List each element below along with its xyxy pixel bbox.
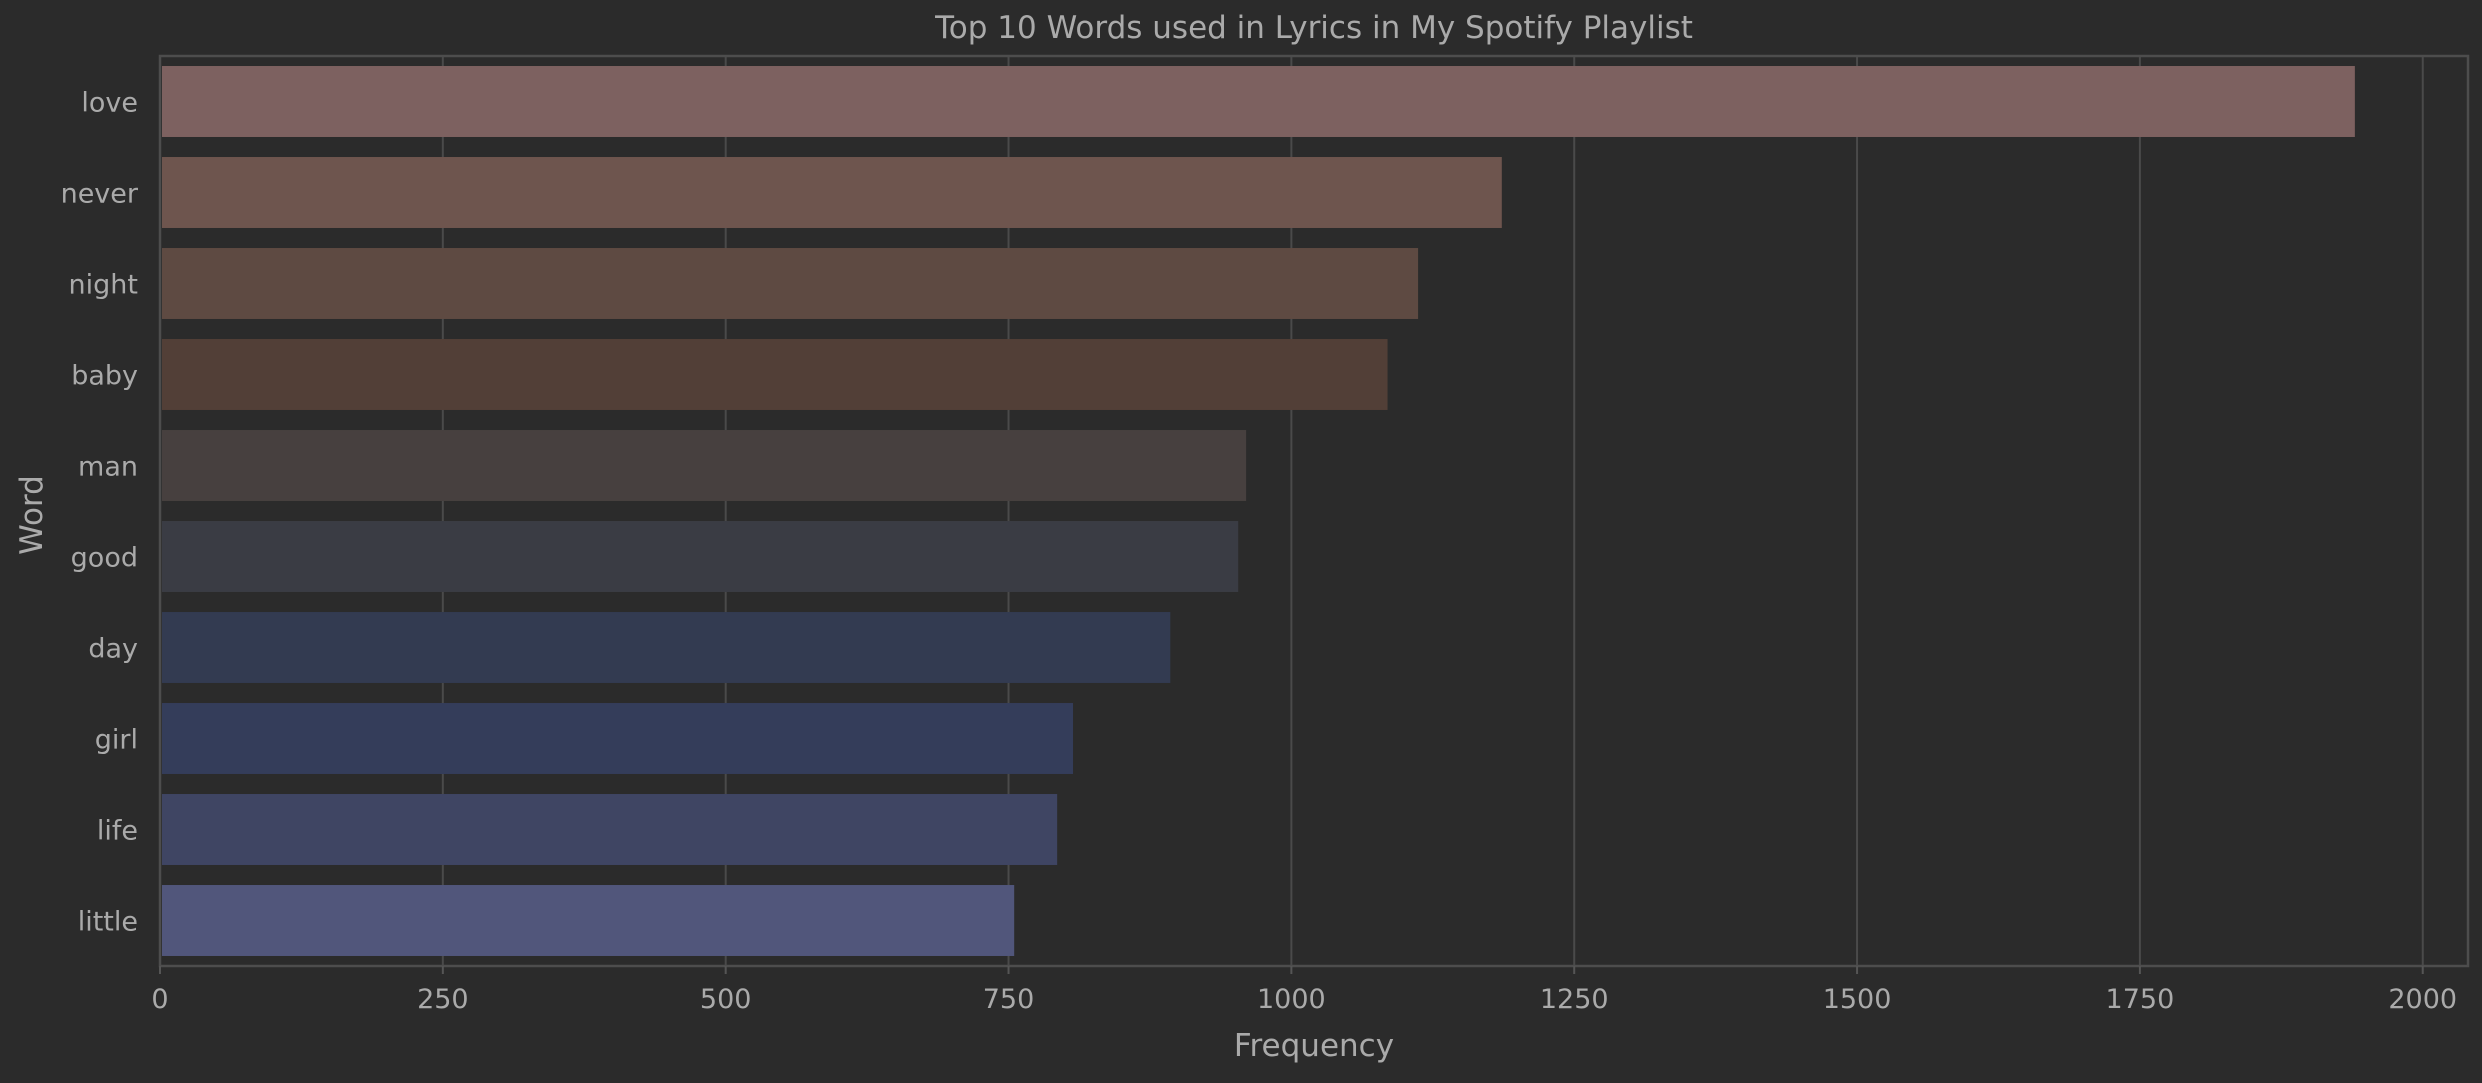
y-tick-label: baby	[71, 361, 138, 392]
y-tick-label: day	[88, 634, 138, 665]
chart-title: Top 10 Words used in Lyrics in My Spotif…	[934, 10, 1693, 46]
y-tick-label: love	[81, 88, 138, 119]
bar-day	[162, 612, 1171, 683]
x-tick-label: 500	[700, 984, 752, 1015]
bar-good	[162, 521, 1239, 592]
bar-girl	[162, 703, 1074, 774]
bar-night	[162, 248, 1419, 319]
x-axis-label: Frequency	[1234, 1028, 1394, 1064]
x-tick-label: 1000	[1257, 984, 1326, 1015]
bars	[162, 66, 2355, 956]
y-tick-label: never	[61, 179, 139, 210]
x-tick-label: 0	[151, 984, 168, 1015]
y-tick-label: life	[97, 816, 138, 847]
y-tick-label: man	[78, 452, 138, 483]
plot-frame	[158, 54, 2470, 968]
bar-love	[162, 66, 2355, 137]
x-axis-ticks: 0 250 500 750 1000 1250 1500 1750 2000	[151, 966, 2457, 1015]
y-tick-label: little	[78, 907, 138, 938]
x-tick-label: 1500	[1823, 984, 1892, 1015]
y-tick-label: night	[69, 270, 138, 301]
bar-little	[162, 885, 1015, 956]
y-tick-label: good	[71, 543, 138, 574]
y-tick-label: girl	[95, 725, 138, 756]
bar-never	[162, 157, 1502, 228]
y-axis-label: Word	[14, 475, 50, 555]
x-tick-label: 250	[417, 984, 469, 1015]
y-axis-ticks: love never night baby man good day girl life litt…	[61, 88, 139, 938]
bar-baby	[162, 339, 1388, 410]
x-tick-label: 2000	[2388, 984, 2457, 1015]
x-tick-label: 1250	[1540, 984, 1609, 1015]
bar-life	[162, 794, 1058, 865]
x-tick-label: 1750	[2106, 984, 2175, 1015]
bar-man	[162, 430, 1247, 501]
x-tick-label: 750	[983, 984, 1035, 1015]
